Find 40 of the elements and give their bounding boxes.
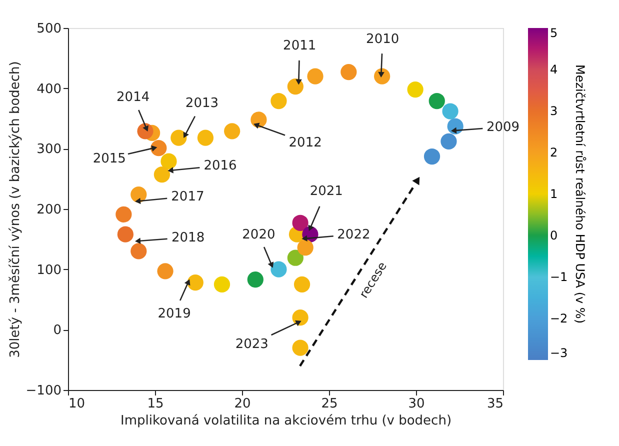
y-tick-label: 400 bbox=[36, 82, 62, 97]
annotation: 2019 bbox=[158, 306, 191, 322]
color-bar-label: 3 bbox=[550, 104, 558, 118]
annotation: 2013 bbox=[185, 96, 219, 111]
color-bar-label: 0 bbox=[550, 228, 558, 242]
y-tick-label: 200 bbox=[36, 202, 62, 218]
x-tick-label: 35 bbox=[486, 396, 504, 412]
x-tick-label: 20 bbox=[234, 396, 251, 412]
annotation: 2017 bbox=[171, 189, 204, 204]
y-axis-title: 30letý - 3měsíční výnos (v bazických bodech) bbox=[8, 61, 23, 358]
y-tick-label: −100 bbox=[26, 384, 62, 398]
color-bar-label: 4 bbox=[550, 62, 558, 76]
annotation: 2011 bbox=[283, 38, 316, 54]
color-bar-label: −2 bbox=[550, 312, 568, 326]
annotation: 2023 bbox=[235, 337, 268, 352]
annotation: 2021 bbox=[310, 184, 343, 199]
color-bar-label: 2 bbox=[550, 146, 558, 160]
y-tick-label: 0 bbox=[53, 323, 62, 338]
y-tick-label: 500 bbox=[36, 22, 62, 36]
x-tick-label: 30 bbox=[408, 396, 425, 412]
annotation: 2022 bbox=[337, 227, 370, 242]
x-tick-label: 10 bbox=[68, 396, 86, 412]
annotation: 2014 bbox=[116, 90, 150, 105]
annotation: 2020 bbox=[242, 227, 276, 242]
x-tick-label: 25 bbox=[321, 396, 338, 412]
color-bar-label: 5 bbox=[550, 26, 558, 40]
x-axis-title: Implikovaná volatilita na akciovém trhu (v bodech) bbox=[120, 414, 452, 428]
annotation: 2012 bbox=[288, 136, 322, 151]
color-bar-label: −1 bbox=[550, 270, 568, 284]
annotation: 2010 bbox=[366, 32, 400, 47]
annotation: 2015 bbox=[92, 151, 126, 166]
y-tick-label: 100 bbox=[36, 262, 62, 278]
color-bar-title: Mezičtvrtletní růst reálného HDP USA (v %) bbox=[573, 64, 587, 324]
annotation: 2018 bbox=[172, 230, 205, 246]
annotation: 2016 bbox=[204, 158, 237, 174]
x-tick-label: 15 bbox=[147, 396, 164, 412]
y-tick-label: 300 bbox=[36, 142, 62, 158]
color-bar-label: 1 bbox=[550, 187, 558, 201]
color-bar-label: −3 bbox=[550, 346, 568, 360]
annotation: 2009 bbox=[486, 120, 520, 135]
